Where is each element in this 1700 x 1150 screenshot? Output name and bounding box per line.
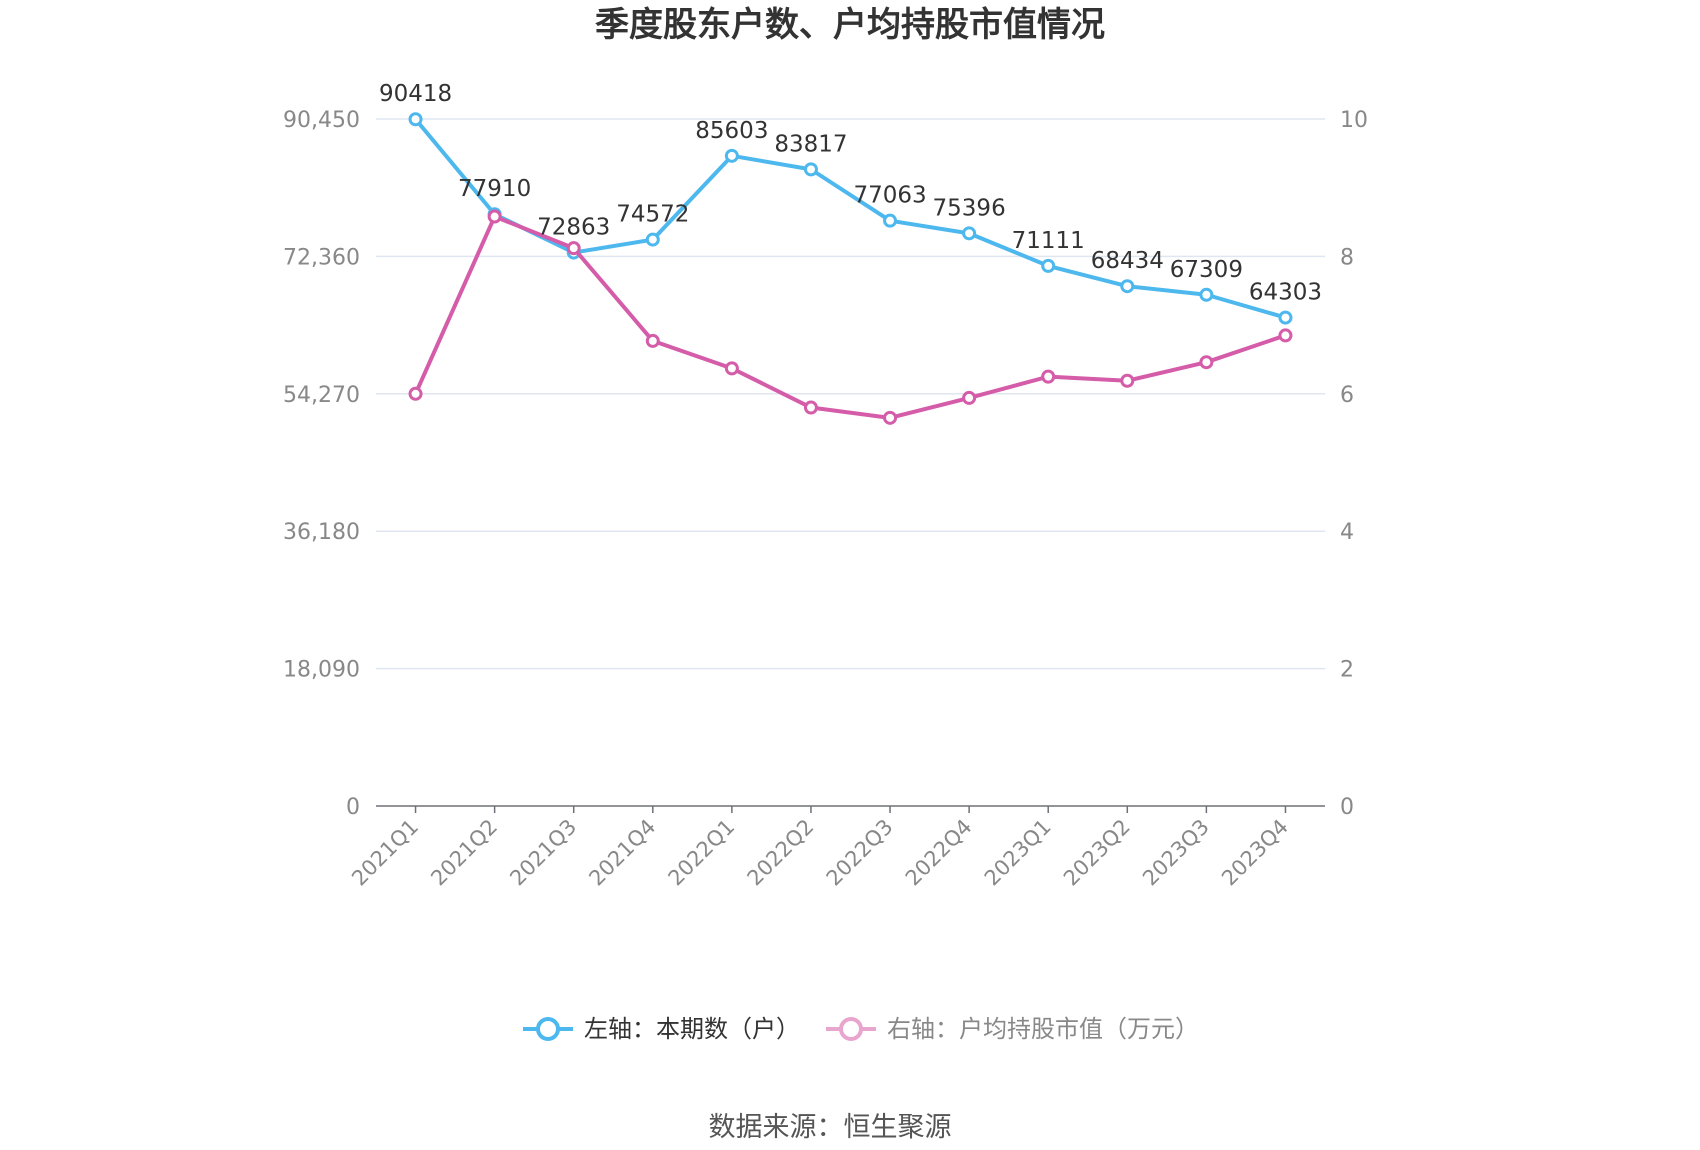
data-point[interactable] xyxy=(803,162,818,177)
legend-label-left: 左轴：本期数（户） xyxy=(584,1015,800,1043)
grid-lines xyxy=(376,118,1325,670)
legend-item-right[interactable]: 右轴：户均持股市值（万元） xyxy=(826,1015,1199,1043)
data-point[interactable] xyxy=(962,390,977,405)
chart-title: 季度股东户数、户均持股市值情况 xyxy=(595,5,1105,45)
data-point[interactable] xyxy=(1199,287,1214,302)
data-label: 64303 xyxy=(1249,280,1322,306)
y-right-tick-label: 6 xyxy=(1340,383,1354,408)
left-axis-ticks: 0 18,090 36,180 54,270 72,360 90,450 xyxy=(283,108,360,820)
data-point[interactable] xyxy=(408,112,423,127)
data-point[interactable] xyxy=(724,361,739,376)
data-point[interactable] xyxy=(1120,279,1135,294)
x-tick-label: 2022Q2 xyxy=(743,815,819,891)
x-tick-label: 2022Q3 xyxy=(822,815,898,891)
x-tick-label: 2023Q2 xyxy=(1059,815,1135,891)
data-point[interactable] xyxy=(1278,328,1293,343)
x-tick-label: 2021Q2 xyxy=(426,815,502,891)
data-point[interactable] xyxy=(1041,369,1056,384)
data-label: 74572 xyxy=(616,202,689,228)
legend-marker-right xyxy=(839,1017,863,1041)
data-point[interactable] xyxy=(1278,310,1293,325)
data-point[interactable] xyxy=(724,148,739,163)
series-line xyxy=(413,214,1287,420)
data-label: 83817 xyxy=(774,131,847,157)
y-left-tick-label: 0 xyxy=(346,795,360,820)
y-left-tick-label: 90,450 xyxy=(283,108,360,133)
legend-label-right: 右轴：户均持股市值（万元） xyxy=(887,1015,1199,1043)
data-label: 72863 xyxy=(537,215,610,241)
y-left-tick-label: 72,360 xyxy=(283,245,360,270)
x-tick-label: 2022Q4 xyxy=(901,815,977,891)
x-tick-label: 2021Q1 xyxy=(347,815,423,891)
data-point[interactable] xyxy=(645,333,660,348)
data-point[interactable] xyxy=(1199,355,1214,370)
y-left-tick-label: 54,270 xyxy=(283,383,360,408)
y-right-tick-label: 10 xyxy=(1340,108,1368,133)
data-point[interactable] xyxy=(645,232,660,247)
data-label: 75396 xyxy=(933,195,1006,221)
x-tick-label: 2023Q4 xyxy=(1217,815,1293,891)
data-point[interactable] xyxy=(1041,258,1056,273)
data-point[interactable] xyxy=(566,241,581,256)
y-right-tick-label: 8 xyxy=(1340,245,1354,270)
legend-item-left[interactable]: 左轴：本期数（户） xyxy=(523,1015,800,1043)
series-right xyxy=(408,209,1293,425)
x-tick-label: 2021Q3 xyxy=(505,815,581,891)
data-point[interactable] xyxy=(1120,373,1135,388)
data-label: 68434 xyxy=(1091,248,1164,274)
y-left-tick-label: 36,180 xyxy=(283,520,360,545)
data-label: 90418 xyxy=(379,81,452,107)
data-label: 77063 xyxy=(853,183,926,209)
data-label: 85603 xyxy=(695,118,768,144)
x-tick-label: 2021Q4 xyxy=(584,815,660,891)
data-point[interactable] xyxy=(487,209,502,224)
data-point[interactable] xyxy=(408,386,423,401)
series-line xyxy=(414,117,1287,320)
legend: 左轴：本期数（户） 右轴：户均持股市值（万元） xyxy=(523,1015,1199,1043)
y-right-tick-label: 0 xyxy=(1340,795,1354,820)
data-point[interactable] xyxy=(883,410,898,425)
data-label: 71111 xyxy=(1012,228,1085,254)
x-tick-label: 2022Q1 xyxy=(664,815,740,891)
data-point[interactable] xyxy=(883,213,898,228)
y-right-tick-label: 2 xyxy=(1340,658,1354,683)
x-axis-ticks: 2021Q1 2021Q2 2021Q3 2021Q4 2022Q1 2022Q2 2022… xyxy=(347,806,1293,890)
y-right-tick-label: 4 xyxy=(1340,520,1354,545)
y-left-tick-label: 18,090 xyxy=(283,658,360,683)
x-tick-label: 2023Q3 xyxy=(1138,815,1214,891)
x-tick-label: 2023Q1 xyxy=(980,815,1056,891)
data-label: 77910 xyxy=(458,176,531,202)
data-point[interactable] xyxy=(803,400,818,415)
data-source: 数据来源：恒生聚源 xyxy=(709,1112,952,1143)
data-point[interactable] xyxy=(962,226,977,241)
right-axis-ticks: 0 2 4 6 8 10 xyxy=(1340,108,1368,820)
data-label: 67309 xyxy=(1170,257,1243,283)
legend-marker-left xyxy=(536,1017,560,1041)
